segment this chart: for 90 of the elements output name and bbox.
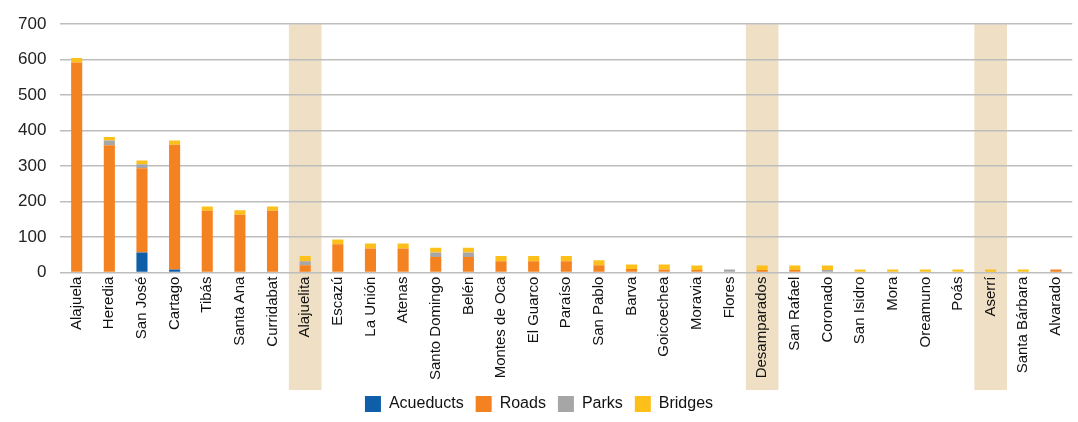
x-tick-label: Goicoechea [654, 275, 672, 357]
y-tick-label: 100 [17, 226, 47, 246]
x-tick-label: Heredia [99, 275, 117, 330]
bar [169, 144, 181, 270]
bar [593, 260, 605, 266]
x-tick-label: Alajuelita [295, 275, 313, 338]
legend-label: Roads [499, 394, 546, 412]
x-tick-label: El Guarco [523, 276, 541, 344]
bar [430, 252, 442, 257]
x-tick-label: Tibás [197, 276, 215, 313]
bar [201, 206, 213, 211]
bar [299, 261, 311, 266]
bar [136, 168, 148, 253]
x-tick-label: San José [132, 276, 150, 340]
x-tick-label: Paraíso [556, 276, 574, 329]
x-tick-label: Mora [882, 275, 900, 311]
bar [462, 256, 474, 272]
x-tick-label: Coronado [817, 276, 835, 343]
x-tick-label: Escazú [327, 276, 345, 326]
legend-label: Bridges [658, 394, 714, 412]
bar [103, 145, 115, 272]
x-tick-label: Desamparados [752, 276, 770, 379]
bar [136, 252, 148, 272]
bar [985, 269, 997, 272]
x-tick-label: Alvarado [1046, 276, 1064, 336]
bar [364, 248, 377, 272]
bar [234, 214, 246, 272]
bar [430, 256, 442, 272]
bar [462, 252, 474, 257]
bar [528, 255, 540, 262]
x-tick-label: Barva [621, 275, 639, 316]
bar [854, 269, 866, 272]
y-tick-label: 600 [17, 49, 47, 69]
bar [560, 255, 572, 262]
x-tick-label: San Isidro [850, 276, 868, 345]
bar [266, 210, 279, 272]
bar [136, 160, 148, 165]
x-tick-label: Cartago [164, 276, 182, 330]
bar [71, 57, 83, 63]
bar [658, 264, 670, 270]
bar [266, 206, 279, 211]
x-tick-label: Santo Domingo [425, 276, 443, 381]
x-tick-label: San Pablo [589, 276, 607, 346]
x-tick-label: Flores [719, 276, 737, 319]
x-tick-label: Santa Bárbara [1013, 275, 1031, 374]
x-tick-label: Curridabat [262, 275, 280, 347]
y-tick-label: 700 [17, 13, 47, 33]
bar [919, 269, 931, 272]
bar [626, 264, 638, 270]
x-tick-label: Belén [458, 276, 476, 315]
x-tick-label: Poás [948, 276, 966, 311]
bar [169, 269, 181, 272]
bar [1017, 269, 1029, 272]
legend-label: Parks [581, 394, 623, 412]
y-tick-label: 0 [36, 262, 47, 282]
bar [495, 255, 507, 262]
x-tick-label: La Unión [360, 276, 378, 337]
x-tick-label: San Rafael [784, 276, 802, 351]
bar [593, 265, 605, 272]
bar [136, 164, 148, 169]
bar [397, 248, 409, 272]
x-tick-label: Oreamuno [915, 276, 933, 348]
bar [1050, 269, 1062, 272]
y-tick-label: 200 [17, 191, 47, 211]
bar [887, 269, 899, 272]
bar [626, 269, 638, 272]
x-tick-label: Montes de Oca [491, 275, 509, 379]
x-tick-label: Atenas [393, 276, 411, 324]
bar [658, 269, 670, 272]
bar [299, 255, 311, 262]
bar [103, 137, 115, 141]
bar [332, 244, 344, 272]
bar [952, 269, 964, 272]
bar [560, 261, 572, 272]
bar [723, 269, 736, 272]
bar [528, 261, 540, 272]
x-tick-label: Santa Ana [230, 275, 248, 346]
x-tick-label: Aserrí [980, 275, 998, 317]
x-tick-label: Moravia [687, 275, 705, 330]
y-tick-label: 400 [17, 120, 47, 140]
y-tick-label: 500 [17, 84, 47, 104]
legend-label: Acueducts [388, 394, 464, 412]
bar [169, 140, 181, 145]
bar [201, 210, 213, 272]
bar [495, 261, 507, 272]
y-tick-label: 300 [17, 155, 47, 175]
x-tick-label: Alajuela [66, 275, 84, 330]
bar [234, 210, 246, 215]
bar [299, 265, 311, 272]
bar [71, 62, 83, 272]
